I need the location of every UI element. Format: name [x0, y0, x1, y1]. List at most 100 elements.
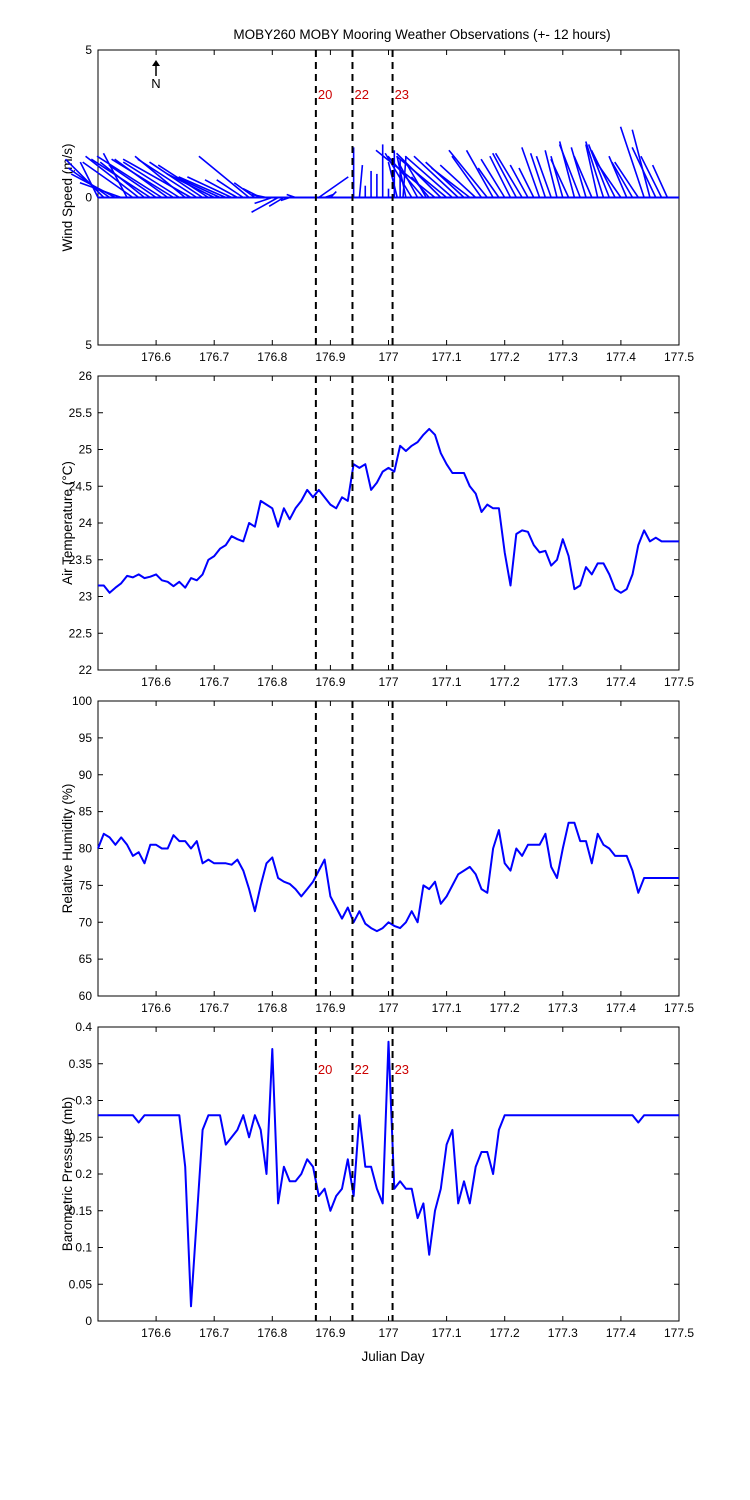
wind-vector [535, 155, 552, 198]
event-marker-label: 23 [395, 1062, 409, 1077]
wind-vector [558, 144, 581, 198]
wind-vector [439, 164, 477, 199]
wind-vector [585, 141, 605, 198]
y-tick-label: 0 [85, 191, 92, 205]
wind-vector [251, 193, 267, 199]
y-axis-label: Barometric Pressure (mb) [60, 1097, 75, 1252]
wind-vector [70, 173, 116, 199]
x-axis-label: Julian Day [361, 1349, 424, 1364]
wind-vector [122, 158, 192, 199]
wind-vector [178, 176, 227, 199]
x-tick-label: 176.9 [315, 1001, 345, 1015]
wind-vector [375, 149, 436, 199]
x-tick-label: 176.8 [257, 675, 287, 689]
wind-vector [96, 155, 163, 199]
north-arrow-indicator: N [151, 60, 161, 91]
x-tick-label: 177.2 [490, 675, 520, 689]
wind-vector [550, 158, 570, 198]
wind-vector [198, 155, 250, 199]
event-marker-label: 22 [354, 1062, 368, 1077]
x-tick-label: 177.4 [606, 350, 636, 364]
y-tick-label: 5 [85, 338, 92, 352]
data-line [98, 1040, 679, 1308]
wind-vector [544, 150, 558, 198]
wind-vector [614, 161, 639, 198]
y-tick-label: 22 [79, 663, 93, 677]
north-label: N [151, 76, 160, 91]
x-tick-label: 177.5 [664, 1326, 694, 1340]
x-tick-label: 177.2 [490, 1001, 520, 1015]
wind-vector [166, 173, 215, 199]
x-tick-label: 177 [378, 1001, 398, 1015]
x-tick-label: 176.6 [141, 675, 171, 689]
axes-frame [97, 700, 680, 997]
figure-title: MOBY260 MOBY Mooring Weather Observation… [233, 27, 610, 42]
wind-vector [611, 161, 634, 198]
y-tick-label: 24.5 [69, 479, 93, 493]
x-tick-label: 177.2 [490, 1326, 520, 1340]
y-tick-label: 95 [79, 731, 93, 745]
y-tick-label: 70 [79, 915, 93, 929]
x-tick-label: 176.6 [141, 350, 171, 364]
y-tick-label: 5 [85, 43, 92, 57]
x-tick-label: 177.3 [548, 675, 578, 689]
x-tick-label: 177.5 [664, 675, 694, 689]
wind-vector [108, 164, 157, 199]
wind-vector [619, 126, 645, 198]
x-tick-label: 177.5 [664, 350, 694, 364]
wind-vector [448, 149, 488, 199]
y-tick-label: 85 [79, 805, 93, 819]
wind-vector [640, 155, 663, 198]
x-tick-label: 176.7 [199, 1001, 229, 1015]
wind-vector [651, 164, 669, 198]
wind-vector [216, 179, 244, 199]
x-tick-label: 176.9 [315, 1326, 345, 1340]
x-tick-label: 177 [378, 350, 398, 364]
wind-vector [251, 196, 279, 213]
x-tick-label: 177.1 [432, 675, 462, 689]
y-axis-label: Relative Humidity (%) [60, 784, 75, 914]
wind-vector [509, 164, 529, 198]
wind-vector [387, 155, 424, 199]
wind-vector [79, 181, 122, 199]
x-tick-label: 176.6 [141, 1326, 171, 1340]
y-tick-label: 0 [85, 1314, 92, 1328]
y-tick-label: 25 [79, 443, 93, 457]
chart-panel-2: 176.6 176.7 176.8 176.9 177 177.1 177.2 177.3 17… [60, 369, 694, 689]
wind-vector [489, 155, 512, 198]
wind-vector [64, 158, 105, 199]
wind-vector [521, 147, 541, 198]
wind-vector [90, 158, 151, 199]
x-tick-label: 176.7 [199, 1326, 229, 1340]
x-tick-label: 176.6 [141, 1001, 171, 1015]
x-tick-label: 177.1 [432, 350, 462, 364]
x-tick-label: 177.3 [548, 1326, 578, 1340]
x-tick-label: 177.2 [490, 350, 520, 364]
wind-vector [404, 161, 427, 198]
y-tick-label: 0.1 [75, 1241, 92, 1255]
y-tick-label: 75 [79, 878, 93, 892]
x-tick-label: 177.3 [548, 1001, 578, 1015]
x-tick-label: 177.5 [664, 1001, 694, 1015]
x-tick-label: 176.8 [257, 1001, 287, 1015]
wind-vector [254, 196, 273, 205]
y-tick-label: 65 [79, 952, 93, 966]
chart-panel-3: 176.6 176.7 176.8 176.9 177 177.1 177.2 177.3 17… [60, 694, 694, 1015]
y-tick-label: 0.25 [69, 1130, 93, 1144]
wind-vector [631, 129, 651, 198]
wind-vector [329, 191, 337, 199]
axes-frame [97, 375, 680, 671]
wind-vector [280, 196, 290, 202]
y-tick-label: 23.5 [69, 553, 93, 567]
x-tick-label: 177.3 [548, 350, 578, 364]
wind-vector [395, 155, 448, 199]
x-tick-label: 176.9 [315, 350, 345, 364]
wind-vector [82, 161, 134, 199]
x-tick-label: 177.1 [432, 1326, 462, 1340]
wind-vector [494, 152, 523, 198]
event-marker-label: 20 [318, 1062, 332, 1077]
y-tick-label: 25.5 [69, 406, 93, 420]
chart-panel-4: 176.6 176.7 176.8 176.9 177 177.1 177.2 177.3 17… [60, 1020, 694, 1340]
wind-vector [268, 196, 285, 208]
